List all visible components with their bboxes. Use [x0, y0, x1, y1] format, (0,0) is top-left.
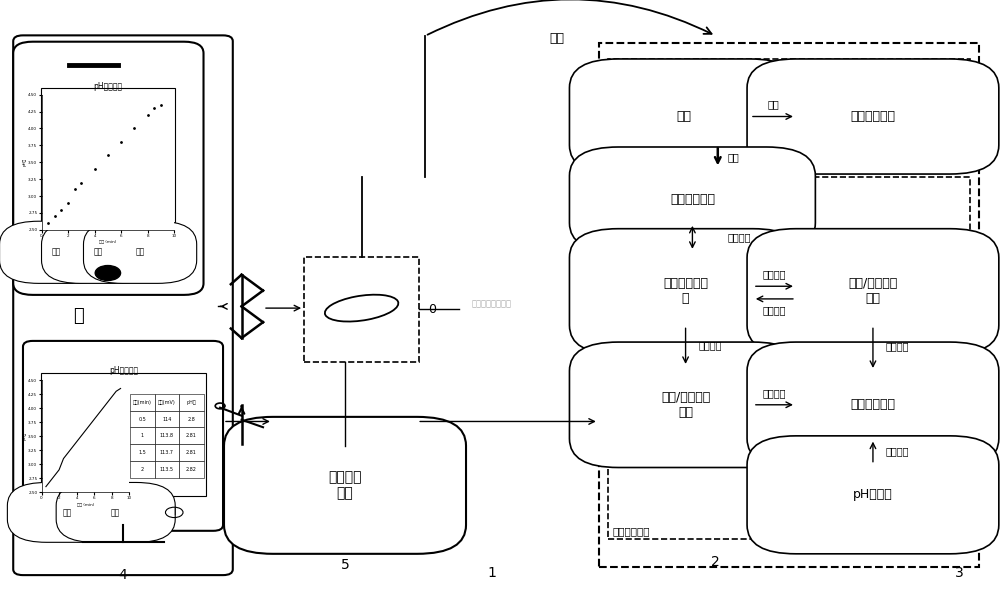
Text: 采集: 采集 [52, 248, 61, 257]
Text: 退出: 退出 [135, 248, 145, 257]
Text: 1: 1 [487, 566, 496, 580]
FancyBboxPatch shape [747, 59, 999, 174]
FancyBboxPatch shape [569, 59, 799, 174]
FancyBboxPatch shape [23, 341, 223, 531]
Text: 采集: 采集 [62, 508, 72, 517]
FancyArrowPatch shape [428, 0, 712, 34]
FancyBboxPatch shape [56, 482, 175, 542]
Bar [304, 257, 419, 362]
Text: 转换电压: 转换电压 [886, 342, 909, 352]
Text: 无线通讯模块: 无线通讯模块 [670, 193, 715, 206]
FancyBboxPatch shape [13, 36, 233, 575]
Text: 模拟/数字转换
模块: 模拟/数字转换 模块 [848, 277, 898, 305]
Text: |: | [173, 508, 175, 516]
Ellipse shape [325, 295, 398, 321]
FancyBboxPatch shape [747, 436, 999, 554]
Bar [41, 88, 175, 235]
Text: 响应电压: 响应电压 [886, 446, 909, 456]
Text: 5: 5 [341, 558, 349, 573]
Bar [41, 372, 206, 496]
Text: 数字/模拟转换
模块: 数字/模拟转换 模块 [661, 391, 710, 419]
FancyBboxPatch shape [569, 229, 802, 354]
Text: 暂停: 暂停 [111, 508, 120, 517]
Text: 电池: 电池 [677, 110, 692, 123]
Text: 或: 或 [73, 307, 84, 325]
FancyBboxPatch shape [747, 229, 999, 354]
FancyBboxPatch shape [569, 147, 815, 252]
Circle shape [95, 266, 121, 280]
Text: 基准电压: 基准电压 [763, 388, 786, 398]
Bar [608, 177, 970, 539]
Text: 暂停: 暂停 [93, 248, 103, 257]
Text: 〔胃肠道解剖图〕: 〔胃肠道解剖图〕 [471, 299, 511, 308]
Text: pH检测结果: pH检测结果 [109, 366, 138, 375]
Text: 恒电势仪电路: 恒电势仪电路 [850, 399, 895, 411]
Text: 控制指令: 控制指令 [698, 340, 722, 350]
FancyBboxPatch shape [569, 342, 802, 467]
FancyBboxPatch shape [42, 221, 155, 283]
Text: pH传感器: pH传感器 [853, 488, 893, 501]
Text: 单片机最小系
统: 单片机最小系 统 [663, 277, 708, 305]
Text: 数据传输: 数据传输 [728, 232, 751, 242]
Text: 4: 4 [118, 568, 127, 582]
Text: 数据传输: 数据传输 [763, 305, 786, 315]
Text: 供能: 供能 [728, 152, 739, 162]
Text: 电源管理模块: 电源管理模块 [850, 110, 895, 123]
Bar [599, 43, 979, 567]
Bar [257, 426, 269, 432]
Text: pH检测结果: pH检测结果 [93, 81, 122, 90]
FancyBboxPatch shape [224, 417, 466, 554]
Text: 0: 0 [428, 303, 436, 316]
Text: 调整: 调整 [768, 99, 779, 109]
Text: 胶囊辅助
电路: 胶囊辅助 电路 [328, 470, 362, 500]
FancyBboxPatch shape [747, 342, 999, 467]
Text: 3: 3 [955, 565, 964, 580]
FancyBboxPatch shape [83, 221, 197, 283]
FancyBboxPatch shape [13, 42, 204, 295]
Text: 2: 2 [711, 555, 720, 570]
Text: 胶囊検测电路: 胶囊検测电路 [612, 526, 650, 536]
FancyBboxPatch shape [7, 482, 126, 542]
Bar [608, 59, 970, 168]
Text: 控制指令: 控制指令 [763, 269, 786, 279]
FancyBboxPatch shape [0, 221, 113, 283]
Text: 包含: 包含 [549, 32, 564, 45]
